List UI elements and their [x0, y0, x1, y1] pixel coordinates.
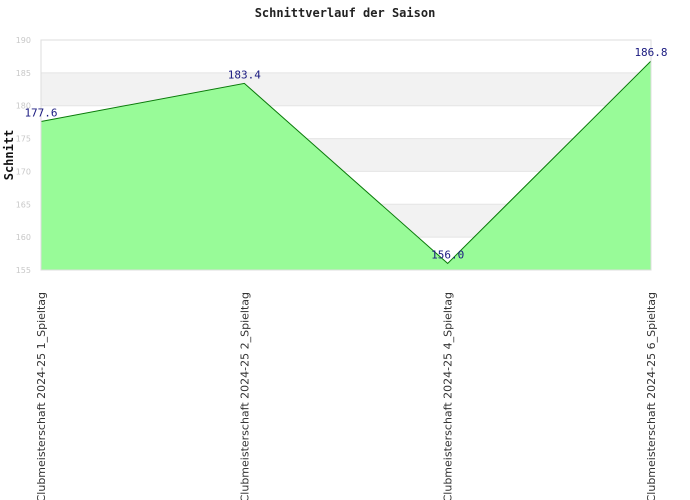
x-tick-label: Clubmeisterschaft 2024-25 1_Spieltag [35, 292, 48, 500]
x-tick-label: Clubmeisterschaft 2024-25 4_Spieltag [442, 292, 455, 500]
y-axis-ticks: 155 160 165 170 175 180 185 190 [16, 36, 31, 275]
y-tick-label: 190 [16, 36, 31, 45]
grid-band [41, 72, 651, 106]
y-tick-label: 155 [16, 266, 31, 275]
x-axis-ticks: Clubmeisterschaft 2024-25 1_Spieltag Club… [35, 292, 658, 500]
x-tick-label: Clubmeisterschaft 2024-25 2_Spieltag [238, 292, 251, 500]
y-tick-label: 160 [16, 233, 31, 242]
y-tick-label: 185 [16, 69, 31, 78]
data-label: 177.6 [24, 106, 57, 119]
data-label: 156.0 [431, 248, 464, 261]
x-tick-label: Clubmeisterschaft 2024-25 6_Spieltag [645, 292, 658, 500]
series-line [40, 60, 652, 265]
y-tick-label: 165 [16, 200, 31, 209]
data-labels: 177.6 183.4 156.0 186.8 [24, 46, 667, 261]
y-tick-label: 180 [16, 102, 31, 111]
chart-title: Schnittverlauf der Saison [255, 6, 436, 20]
series-area [41, 61, 651, 271]
plot-frame [40, 39, 652, 271]
y-tick-label: 175 [16, 135, 31, 144]
data-label: 183.4 [228, 68, 261, 81]
y-tick-label: 170 [16, 167, 31, 176]
y-axis-label: Schnitt [2, 130, 16, 181]
data-label: 186.8 [634, 46, 667, 59]
